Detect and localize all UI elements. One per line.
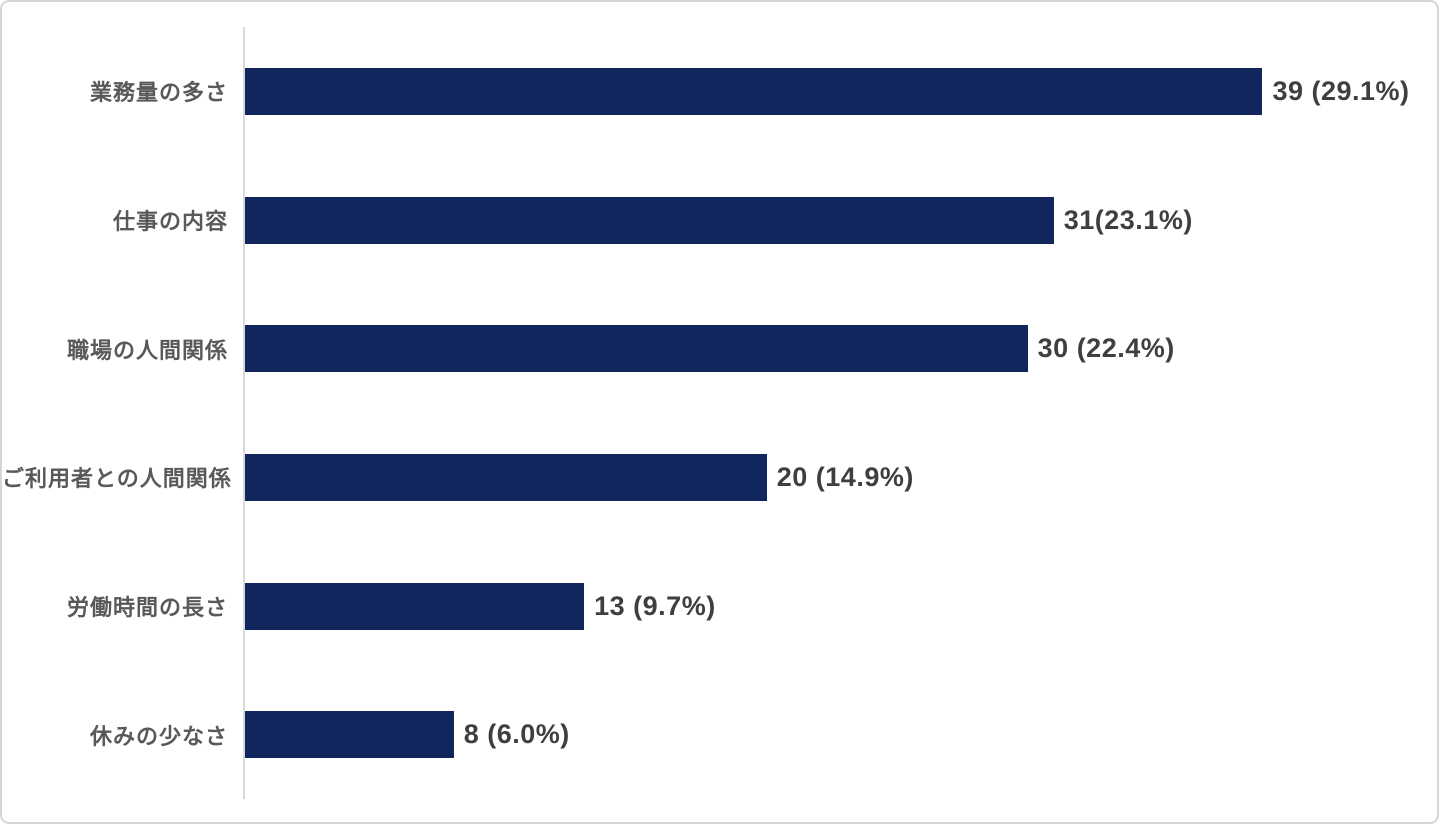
chart-row: 労働時間の長さ 13 (9.7%) [2,541,1419,671]
bar [245,453,767,501]
category-label: 休みの少なさ [89,723,228,749]
bar [245,711,454,759]
chart-row: 仕事の内容 31(23.1%) [2,155,1419,285]
bar [245,582,585,630]
y-axis-line: 13 (9.7%) [243,541,1419,671]
y-axis-line: 39 (29.1%) [243,27,1419,156]
y-axis-line: 8 (6.0%) [243,670,1419,800]
category-label: 業務量の多さ [89,80,228,106]
bar [245,67,1263,115]
value-label: 13 (9.7%) [594,590,716,621]
chart-row: 職場の人間関係 30 (22.4%) [2,284,1419,414]
value-label: 8 (6.0%) [463,719,570,750]
value-label: 39 (29.1%) [1272,75,1410,106]
bar [245,196,1054,244]
value-label: 31(23.1%) [1063,204,1193,235]
chart-row: 休みの少なさ 8 (6.0%) [2,670,1419,800]
value-label: 20 (14.9%) [776,461,914,492]
bar [245,325,1028,373]
y-axis-line: 20 (14.9%) [243,413,1419,542]
category-label: 仕事の内容 [112,209,228,234]
category-label: 労働時間の長さ [66,595,228,621]
chart-row: ご利用者との人間関係 20 (14.9%) [2,413,1419,542]
chart-row: 業務量の多さ 39 (29.1%) [2,27,1419,156]
category-label: ご利用者との人間関係 [2,466,232,492]
value-label: 30 (22.4%) [1037,333,1175,364]
y-axis-line: 31(23.1%) [243,155,1419,285]
plot-area: 業務量の多さ 39 (29.1%) 仕事の内容 31(23.1%) 職場の人間関… [2,27,1419,800]
y-axis-line: 30 (22.4%) [243,284,1419,414]
category-label: 職場の人間関係 [66,337,228,363]
